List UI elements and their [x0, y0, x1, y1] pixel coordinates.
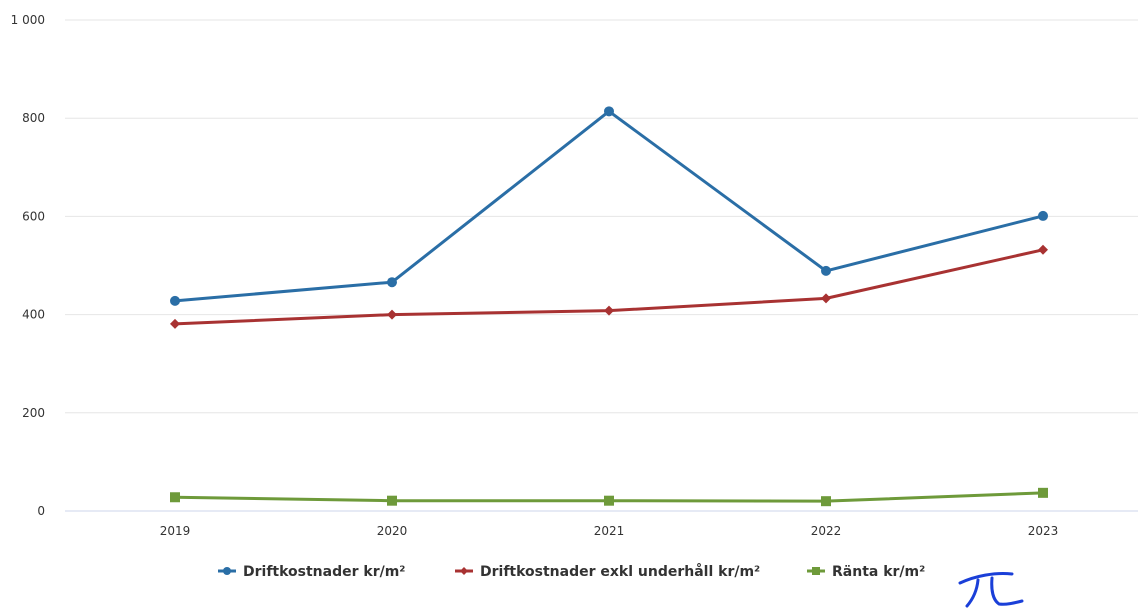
legend-label: Driftkostnader kr/m² — [243, 564, 405, 580]
data-point — [604, 106, 614, 116]
series-layer — [170, 106, 1048, 506]
y-tick-label: 800 — [22, 111, 45, 125]
legend-marker — [812, 567, 820, 575]
data-point — [821, 266, 831, 276]
legend-label: Ränta kr/m² — [832, 564, 925, 580]
y-tick-label: 200 — [22, 406, 45, 420]
legend-item-driftkostnader[interactable]: Driftkostnader kr/m² — [218, 564, 405, 580]
data-point — [170, 319, 180, 329]
series-ranta — [170, 488, 1048, 506]
x-axis-ticks: 2019 2020 2021 2022 2023 — [160, 524, 1059, 538]
y-tick-label: 1 000 — [11, 13, 45, 27]
series-driftkostnader-exkl-underhall — [170, 245, 1048, 329]
series-line — [175, 111, 1043, 301]
legend-item-ranta[interactable]: Ränta kr/m² — [807, 564, 925, 580]
x-tick-label: 2019 — [160, 524, 191, 538]
y-tick-label: 0 — [37, 504, 45, 518]
data-point — [170, 492, 180, 502]
legend-item-driftkostnader-exkl-underhall[interactable]: Driftkostnader exkl underhåll kr/m² — [455, 563, 760, 580]
data-point — [1038, 211, 1048, 221]
y-tick-label: 400 — [22, 308, 45, 322]
data-point — [821, 496, 831, 506]
data-point — [1038, 245, 1048, 255]
y-axis-ticks: 0 200 400 600 800 1 000 — [11, 13, 45, 518]
x-tick-label: 2023 — [1028, 524, 1059, 538]
x-tick-label: 2022 — [811, 524, 842, 538]
data-point — [604, 496, 614, 506]
series-driftkostnader — [170, 106, 1048, 306]
x-tick-label: 2021 — [594, 524, 625, 538]
data-point — [170, 296, 180, 306]
y-tick-label: 600 — [22, 209, 45, 223]
data-point — [387, 496, 397, 506]
data-point — [387, 277, 397, 287]
legend-marker — [460, 567, 468, 575]
x-tick-label: 2020 — [377, 524, 408, 538]
data-point — [821, 293, 831, 303]
data-point — [1038, 488, 1048, 498]
data-point — [387, 310, 397, 320]
legend-label: Driftkostnader exkl underhåll kr/m² — [480, 563, 760, 580]
legend-marker — [223, 567, 231, 575]
handwritten-signature — [960, 573, 1022, 606]
legend: Driftkostnader kr/m² Driftkostnader exkl … — [218, 563, 925, 580]
